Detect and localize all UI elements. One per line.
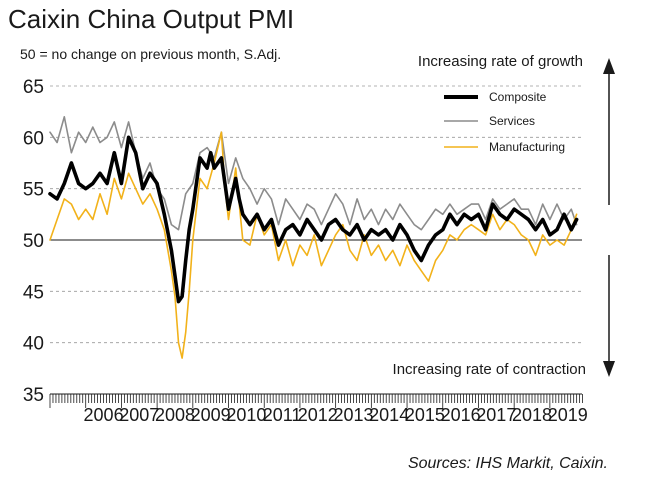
x-tick-label: 2009 <box>191 405 231 425</box>
chart-source: Sources: IHS Markit, Caixin. <box>407 455 608 472</box>
legend-label-services: Services <box>489 114 535 128</box>
x-tick-label: 2010 <box>226 405 266 425</box>
x-tick-label: 2013 <box>333 405 373 425</box>
x-tick-label: 2012 <box>298 405 338 425</box>
y-axis-ticks: 35 40 45 50 55 60 65 <box>23 77 44 406</box>
x-tick-label: 2015 <box>405 405 445 425</box>
annotation-growth: Increasing rate of growth <box>418 53 583 70</box>
series-lines <box>48 116 579 359</box>
chart-subtitle: 50 = no change on previous month, S.Adj. <box>20 46 282 62</box>
x-tick-label: 2017 <box>476 405 516 425</box>
y-tick-label: 50 <box>23 231 44 252</box>
legend: Composite Services Manufacturing <box>444 90 565 154</box>
y-tick-label: 35 <box>23 385 44 406</box>
series-line-manufacturing <box>49 131 578 359</box>
legend-label-composite: Composite <box>489 90 547 104</box>
series-line-composite <box>48 135 579 304</box>
y-tick-label: 45 <box>23 282 44 303</box>
y-tick-label: 40 <box>23 334 44 355</box>
x-tick-label: 2018 <box>512 405 552 425</box>
x-tick-label: 2014 <box>369 405 409 425</box>
y-tick-label: 55 <box>23 180 44 201</box>
arrow-down-icon <box>603 255 615 377</box>
y-tick-label: 60 <box>23 128 44 149</box>
x-tick-label: 2007 <box>119 405 159 425</box>
x-tick-label: 2019 <box>548 405 588 425</box>
y-tick-label: 65 <box>23 77 44 98</box>
x-tick-label: 2008 <box>155 405 195 425</box>
chart-title: Caixin China Output PMI <box>8 4 295 34</box>
legend-label-manufacturing: Manufacturing <box>489 140 565 154</box>
x-tick-label: 2006 <box>84 405 124 425</box>
x-tick-label: 2016 <box>441 405 481 425</box>
arrow-up-icon <box>603 58 615 205</box>
annotation-contraction: Increasing rate of contraction <box>393 361 586 378</box>
x-axis: 2006200720082009201020112012201320142015… <box>49 393 588 425</box>
x-tick-label: 2011 <box>263 405 302 425</box>
